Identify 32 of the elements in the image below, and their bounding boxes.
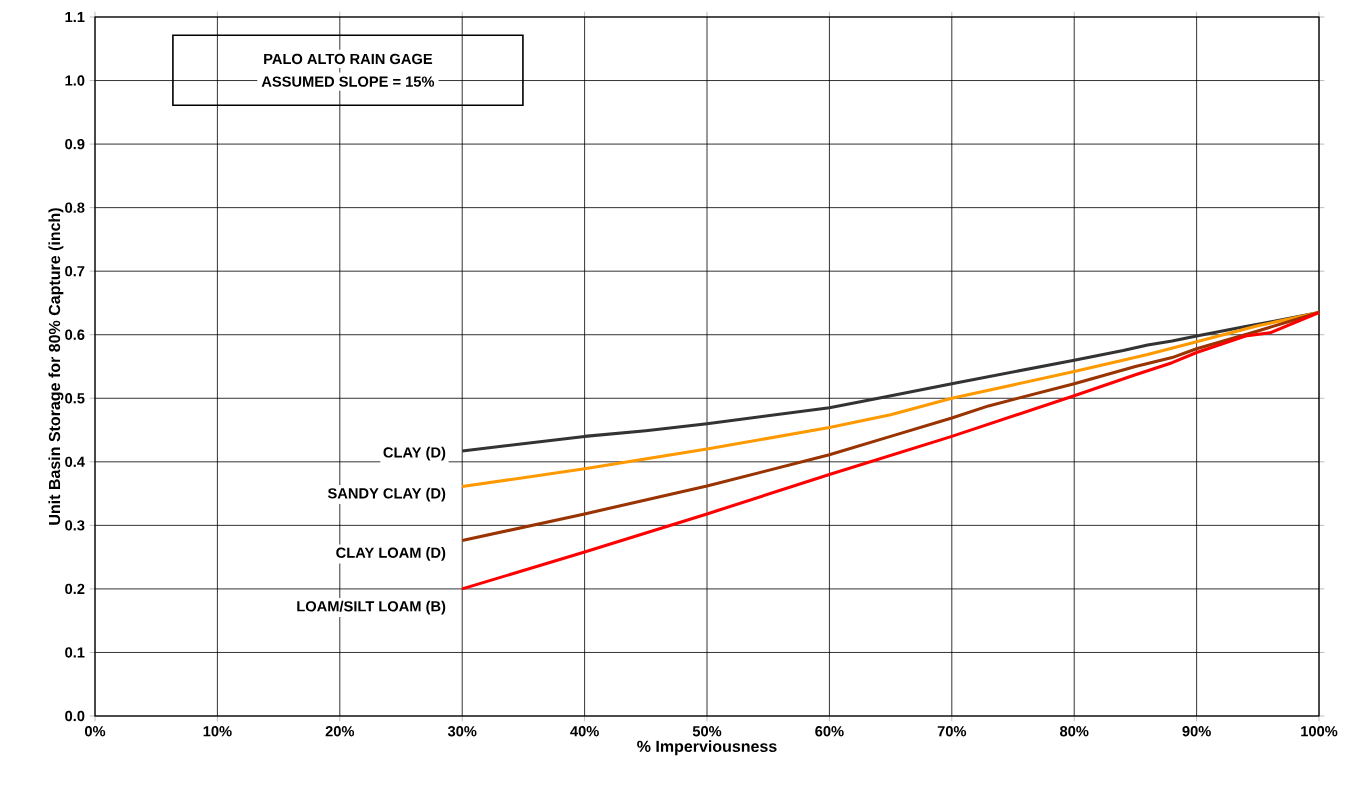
y-tick-label: 0.5 (65, 393, 85, 404)
y-tick-label: 0.7 (65, 266, 85, 277)
x-tick-label: 60% (815, 726, 844, 737)
y-tick-label: 0.1 (65, 647, 85, 658)
x-tick-label: 10% (203, 726, 232, 737)
line-series (460, 310, 1321, 591)
x-tick-label: 90% (1182, 726, 1211, 737)
series-label: CLAY (D) (383, 446, 446, 461)
y-tick-label: 0.2 (65, 583, 85, 595)
x-tick-label: 50% (692, 726, 722, 737)
y-tick-label: 0.9 (65, 138, 85, 150)
y-tick-label: 0.8 (65, 202, 85, 213)
x-axis-title: % Imperviousness (637, 740, 777, 756)
annotation: PALO ALTO RAIN GAGE (264, 53, 433, 65)
x-tick-label: 20% (325, 726, 355, 737)
x-tick-label: 40% (570, 726, 599, 737)
series-label: LOAM/SILT LOAM (B) (297, 600, 446, 615)
y-tick-label: 0.0 (65, 710, 85, 722)
y-tick-label: 0.6 (65, 329, 85, 340)
series-label: CLAY LOAM (D) (336, 547, 446, 561)
y-tick-label: 0.3 (65, 520, 85, 531)
x-tick-label: 100% (1301, 726, 1338, 737)
annotation: ASSUMED SLOPE = 15% (261, 76, 435, 87)
x-tick-label: 0% (84, 726, 106, 737)
y-axis-title: Unit Basin Storage for 80% Capture (inch) (48, 208, 64, 525)
y-tick-label: 0.4 (65, 456, 85, 468)
x-tick-label: 70% (937, 726, 967, 737)
y-tick-label: 1.0 (65, 75, 85, 86)
y-tick-label: 1.1 (65, 11, 85, 23)
x-tick-label: 80% (1059, 726, 1089, 737)
series-label: SANDY CLAY (D) (327, 487, 446, 502)
x-tick-label: 30% (447, 726, 477, 737)
